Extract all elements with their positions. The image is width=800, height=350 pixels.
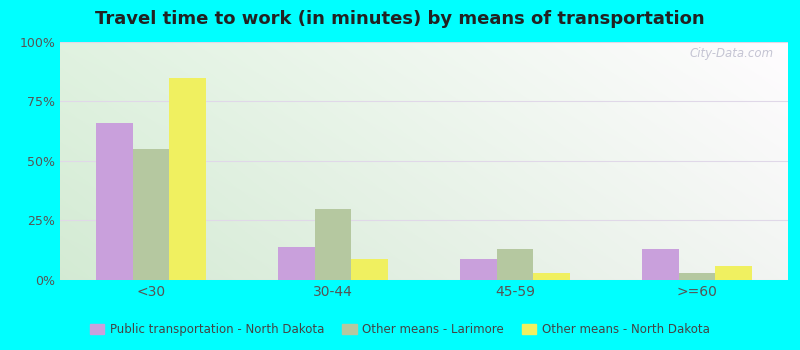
Bar bbox=[170, 78, 206, 280]
Bar bbox=[278, 247, 315, 280]
Bar bbox=[133, 149, 170, 280]
Bar bbox=[351, 259, 387, 280]
Bar bbox=[715, 266, 752, 280]
Bar bbox=[96, 123, 133, 280]
Legend: Public transportation - North Dakota, Other means - Larimore, Other means - Nort: Public transportation - North Dakota, Ot… bbox=[86, 318, 714, 341]
Bar bbox=[642, 249, 678, 280]
Text: Travel time to work (in minutes) by means of transportation: Travel time to work (in minutes) by mean… bbox=[95, 10, 705, 28]
Bar bbox=[497, 249, 534, 280]
Bar bbox=[534, 273, 570, 280]
Text: City-Data.com: City-Data.com bbox=[690, 47, 774, 60]
Bar bbox=[461, 259, 497, 280]
Bar bbox=[678, 273, 715, 280]
Bar bbox=[315, 209, 351, 280]
